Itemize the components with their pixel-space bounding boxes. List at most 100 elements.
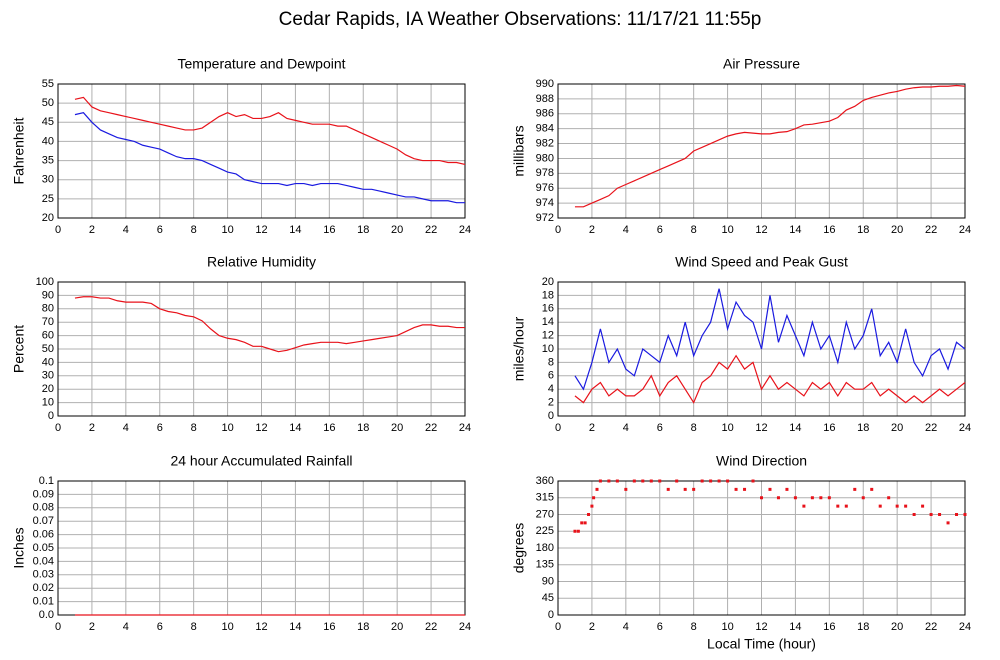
y-tick-label: 315 (536, 492, 554, 504)
data-point (675, 479, 679, 483)
y-tick-label: 978 (536, 167, 554, 179)
data-point (853, 487, 857, 491)
y-tick-label: 100 (36, 276, 54, 288)
x-tick-label: 8 (691, 422, 697, 434)
x-tick-label: 4 (623, 422, 629, 434)
x-tick-label: 8 (191, 621, 197, 633)
x-tick-label: 8 (191, 422, 197, 434)
x-tick-label: 22 (925, 422, 937, 434)
data-point (743, 487, 747, 491)
data-point (827, 496, 831, 500)
x-tick-label: 6 (157, 621, 163, 633)
x-tick-label: 2 (89, 224, 95, 236)
y-tick-label: 8 (548, 356, 554, 368)
x-tick-label: 8 (691, 224, 697, 236)
y-tick-label: 980 (536, 152, 554, 164)
x-tick-label: 18 (857, 224, 869, 236)
y-tick-label: 10 (542, 343, 554, 355)
x-tick-label: 6 (657, 621, 663, 633)
y-tick-label: 18 (542, 289, 554, 301)
x-tick-label: 20 (391, 224, 403, 236)
data-point (776, 496, 780, 500)
x-tick-label: 8 (191, 224, 197, 236)
data-point (810, 496, 814, 500)
y-tick-label: 982 (536, 137, 554, 149)
data-point (955, 513, 959, 516)
y-tick-label: 0 (548, 609, 554, 621)
data-point (870, 487, 874, 491)
data-point (666, 487, 670, 491)
data-point (963, 513, 967, 516)
x-tick-label: 18 (857, 422, 869, 434)
panel-title: Relative Humidity (207, 254, 316, 270)
x-tick-label: 12 (755, 224, 767, 236)
x-tick-label: 2 (589, 422, 595, 434)
y-tick-label: 50 (42, 343, 54, 355)
plot-border (557, 83, 966, 219)
y-tick-label: 0.05 (33, 542, 54, 554)
x-tick-label: 2 (89, 621, 95, 633)
data-point (921, 504, 925, 508)
data-point (595, 487, 599, 491)
y-tick-label: 972 (536, 212, 554, 224)
y-tick-label: 0.06 (33, 529, 54, 541)
data-line (574, 288, 966, 391)
data-line (574, 84, 966, 208)
y-axis-label: millibars (511, 125, 527, 176)
y-tick-label: 30 (42, 370, 54, 382)
y-tick-label: 0.01 (33, 596, 54, 608)
data-point (734, 487, 738, 491)
y-tick-label: 360 (536, 475, 554, 487)
y-tick-label: 984 (536, 123, 554, 135)
x-tick-label: 10 (221, 621, 233, 633)
data-point (887, 496, 891, 500)
y-tick-label: 2 (548, 397, 554, 409)
data-point (760, 496, 763, 500)
x-tick-label: 16 (323, 621, 335, 633)
x-tick-label: 16 (323, 422, 335, 434)
data-point (768, 487, 772, 491)
x-tick-label: 18 (357, 422, 369, 434)
x-tick-label: 12 (255, 422, 267, 434)
y-tick-label: 55 (42, 78, 54, 90)
y-tick-label: 180 (536, 542, 554, 554)
x-tick-label: 6 (657, 224, 663, 236)
x-tick-label: 2 (589, 621, 595, 633)
data-point (819, 496, 823, 500)
x-tick-label: 16 (323, 224, 335, 236)
data-point (802, 504, 806, 508)
data-point (904, 504, 908, 508)
x-tick-label: 18 (857, 621, 869, 633)
data-point (912, 513, 916, 516)
data-point (583, 521, 587, 525)
y-tick-label: 988 (536, 93, 554, 105)
x-tick-label: 20 (391, 621, 403, 633)
y-tick-label: 0.09 (33, 488, 54, 500)
x-tick-label: 6 (657, 422, 663, 434)
y-tick-label: 0.1 (39, 475, 54, 487)
y-tick-label: 0 (548, 410, 554, 422)
x-tick-label: 4 (623, 224, 629, 236)
y-tick-label: 20 (42, 212, 54, 224)
y-tick-label: 20 (542, 276, 554, 288)
x-tick-label: 20 (891, 621, 903, 633)
y-tick-label: 10 (42, 397, 54, 409)
y-tick-label: 14 (542, 316, 554, 328)
y-tick-label: 0.03 (33, 569, 54, 581)
data-point (592, 496, 596, 500)
y-tick-label: 974 (536, 197, 554, 209)
x-tick-label: 16 (823, 422, 835, 434)
y-tick-label: 60 (42, 330, 54, 342)
x-tick-label: 0 (555, 621, 561, 633)
y-tick-label: 90 (42, 289, 54, 301)
data-point (946, 521, 950, 525)
y-tick-label: 35 (42, 154, 54, 166)
x-tick-label: 20 (391, 422, 403, 434)
x-tick-label: 24 (459, 224, 471, 236)
y-tick-label: 0.0 (39, 609, 54, 621)
y-tick-label: 4 (548, 383, 554, 395)
y-axis-label: degrees (511, 523, 527, 574)
x-tick-label: 0 (555, 224, 561, 236)
data-point (590, 504, 594, 508)
